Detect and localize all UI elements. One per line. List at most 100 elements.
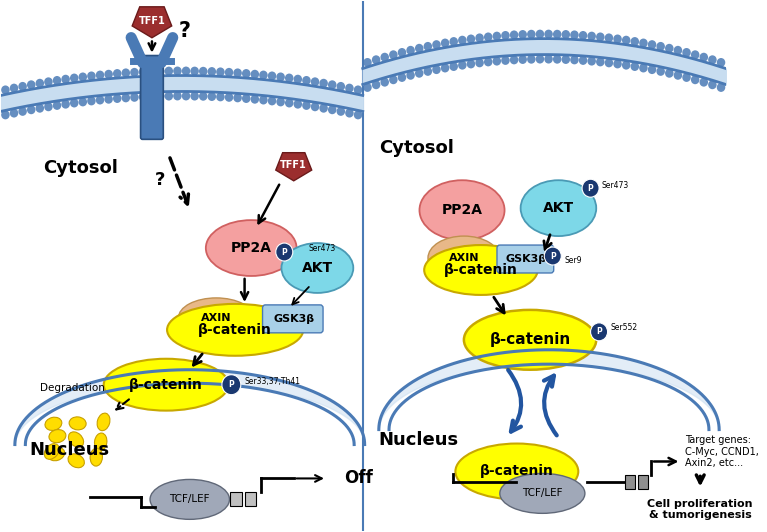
Circle shape (2, 110, 10, 119)
Circle shape (319, 79, 328, 88)
Circle shape (70, 98, 78, 107)
Circle shape (10, 84, 18, 93)
Ellipse shape (68, 454, 84, 468)
Circle shape (648, 40, 657, 49)
Circle shape (345, 109, 354, 118)
Text: GSK3β: GSK3β (273, 314, 314, 324)
Circle shape (700, 53, 708, 62)
Text: Ser552: Ser552 (611, 323, 637, 332)
Circle shape (113, 69, 121, 78)
Circle shape (492, 32, 501, 40)
Ellipse shape (420, 180, 505, 240)
Circle shape (423, 67, 432, 76)
Circle shape (389, 75, 397, 84)
Circle shape (2, 86, 10, 94)
Circle shape (673, 71, 682, 80)
Circle shape (354, 110, 362, 119)
Text: ?: ? (179, 21, 191, 40)
Ellipse shape (91, 448, 103, 466)
Circle shape (604, 59, 613, 68)
Circle shape (648, 65, 657, 74)
Text: TFF1: TFF1 (281, 160, 307, 170)
Ellipse shape (68, 432, 84, 447)
Circle shape (44, 77, 53, 86)
Circle shape (570, 55, 578, 64)
Circle shape (182, 66, 190, 76)
Ellipse shape (104, 359, 229, 411)
Circle shape (10, 109, 18, 118)
Circle shape (199, 92, 208, 101)
Circle shape (604, 34, 613, 43)
Circle shape (492, 56, 501, 65)
Circle shape (466, 60, 476, 69)
Circle shape (27, 105, 35, 114)
Text: PP2A: PP2A (442, 203, 482, 217)
Circle shape (673, 46, 682, 55)
Circle shape (285, 98, 294, 107)
FancyBboxPatch shape (245, 493, 256, 506)
Circle shape (415, 44, 423, 53)
Circle shape (415, 69, 423, 78)
Circle shape (311, 77, 319, 86)
Circle shape (545, 247, 561, 265)
Circle shape (407, 46, 415, 55)
Circle shape (345, 84, 354, 93)
Circle shape (182, 92, 190, 101)
Circle shape (476, 34, 484, 43)
Circle shape (96, 71, 104, 80)
Circle shape (216, 93, 225, 101)
Circle shape (18, 107, 27, 116)
Circle shape (561, 55, 570, 64)
Text: Cell proliferation
& tumorigenesis: Cell proliferation & tumorigenesis (647, 498, 753, 520)
Circle shape (501, 31, 510, 40)
Circle shape (553, 30, 561, 39)
Circle shape (518, 30, 527, 39)
Text: β-catenin: β-catenin (129, 378, 203, 392)
Circle shape (78, 72, 87, 81)
Ellipse shape (464, 310, 596, 370)
Circle shape (717, 83, 726, 92)
Circle shape (156, 92, 164, 101)
Text: β-catenin: β-catenin (444, 263, 518, 277)
Circle shape (61, 99, 70, 109)
Circle shape (449, 37, 458, 46)
Circle shape (683, 73, 691, 82)
Circle shape (570, 30, 578, 39)
Ellipse shape (500, 473, 585, 513)
Circle shape (216, 68, 225, 77)
Circle shape (683, 48, 691, 57)
Ellipse shape (48, 447, 64, 461)
Circle shape (588, 56, 596, 65)
Text: P: P (229, 380, 234, 389)
Circle shape (61, 74, 70, 84)
Text: TFF1: TFF1 (139, 15, 166, 26)
Circle shape (294, 74, 302, 84)
Circle shape (311, 102, 319, 111)
Text: Cytosol: Cytosol (43, 159, 118, 177)
Circle shape (700, 78, 708, 87)
Circle shape (104, 70, 113, 79)
Circle shape (165, 92, 173, 101)
Text: P: P (588, 184, 594, 193)
Circle shape (717, 58, 726, 67)
Circle shape (510, 55, 518, 64)
Circle shape (458, 61, 466, 70)
Circle shape (596, 32, 604, 41)
Circle shape (657, 67, 665, 76)
Text: AXIN: AXIN (449, 253, 479, 263)
Circle shape (328, 80, 337, 89)
Circle shape (104, 95, 113, 104)
Circle shape (596, 57, 604, 66)
Circle shape (561, 30, 570, 39)
Circle shape (582, 179, 599, 197)
Circle shape (630, 37, 639, 46)
Circle shape (579, 31, 588, 40)
Circle shape (276, 72, 285, 81)
Text: TCF/LEF: TCF/LEF (522, 488, 563, 498)
Circle shape (87, 71, 96, 80)
Circle shape (268, 96, 276, 105)
Ellipse shape (521, 180, 596, 236)
Circle shape (433, 40, 441, 49)
Circle shape (501, 56, 510, 65)
Circle shape (639, 63, 647, 72)
